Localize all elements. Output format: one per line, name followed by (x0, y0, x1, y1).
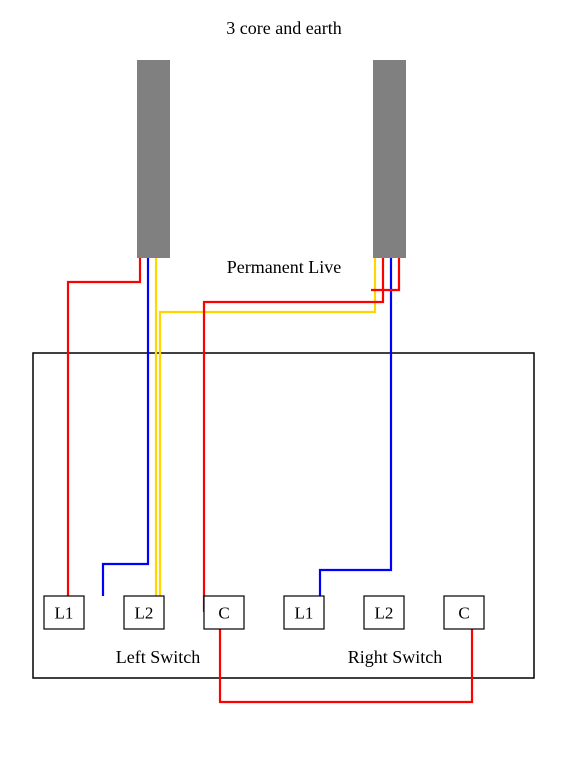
right-switch-label: Right Switch (348, 647, 443, 667)
wire-yellow-right (160, 258, 375, 596)
terminal-label-right-C: C (458, 604, 469, 623)
wire-blue-right (320, 258, 391, 596)
diagram-title: 3 core and earth (226, 18, 341, 38)
terminal-label-left-C: C (218, 604, 229, 623)
left-switch-label: Left Switch (116, 647, 200, 667)
wire-red-left-L1 (68, 258, 140, 596)
terminal-label-right-L2: L2 (375, 604, 394, 623)
terminal-label-left-L2: L2 (135, 604, 154, 623)
permanent-live-label: Permanent Live (227, 257, 341, 277)
left-cable (137, 60, 170, 258)
wire-blue-left (103, 258, 148, 596)
terminal-label-right-L1: L1 (295, 604, 314, 623)
right-cable (373, 60, 406, 258)
wiring-diagram: 3 core and earth Permanent Live L1 L2 C L1 L2 C… (0, 0, 568, 765)
terminal-label-left-L1: L1 (55, 604, 74, 623)
